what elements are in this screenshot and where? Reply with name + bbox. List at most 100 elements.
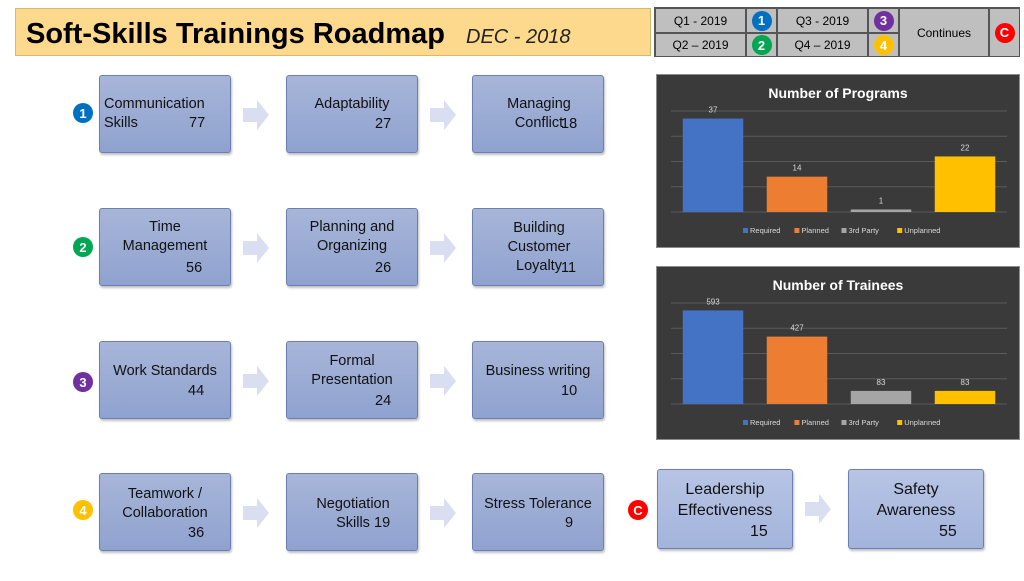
arrow-right-icon	[243, 366, 269, 396]
data-label: 593	[706, 297, 720, 306]
legend-swatch	[743, 420, 748, 425]
node-label: Formal Presentation	[311, 353, 393, 388]
legend-swatch	[794, 420, 800, 425]
node-label: Work Standards	[113, 363, 217, 379]
node-negotiation-skills[interactable]: Negotiation Skills 19	[286, 473, 418, 551]
node-count: 11	[561, 260, 577, 276]
legend-entry: Unplanned	[904, 418, 940, 427]
node-count: 9	[565, 515, 574, 531]
legend-q3-badge-cell: 3	[868, 8, 899, 33]
legend-entry: Required	[750, 418, 780, 427]
node-label: Safety Awareness	[876, 481, 956, 519]
node-count: 44	[188, 383, 205, 399]
node-time-management[interactable]: Time Management 56	[99, 208, 231, 286]
data-label: 83	[877, 378, 886, 387]
arrow-right-icon	[243, 498, 269, 528]
q2-badge-icon: 2	[751, 35, 772, 55]
node-count: 36	[188, 525, 205, 541]
trainees-chart: Number of Trainees 593 427 83 83 Required Plan…	[656, 266, 1020, 440]
bar-unplanned	[934, 390, 996, 404]
node-leadership-effectiveness[interactable]: Leadership Effectiveness 15	[657, 469, 793, 549]
node-label: Negotiation Skills	[316, 496, 390, 531]
page-date: DEC - 2018	[466, 26, 571, 48]
bar-planned	[766, 336, 828, 404]
data-label: 427	[790, 324, 804, 333]
legend-swatch	[841, 420, 847, 425]
arrow-right-icon	[243, 100, 269, 130]
arrow-right-icon	[430, 366, 456, 396]
node-label: Teamwork / Collaboration	[122, 486, 208, 521]
node-count: 19	[374, 515, 391, 531]
bar-planned	[766, 176, 828, 212]
node-label: Managing Conflict	[507, 96, 571, 131]
trainees-chart-svg: Number of Trainees 593 427 83 83 Required Plan…	[671, 277, 1007, 427]
legend-swatch	[743, 228, 748, 233]
page-title: Soft-Skills Trainings Roadmap	[26, 18, 445, 50]
legend-q2-badge-cell: 2	[746, 33, 777, 57]
legend-q3-label: Q3 - 2019	[777, 8, 868, 33]
legend-entry: 3rd Party	[849, 226, 880, 235]
node-count: 56	[186, 260, 203, 276]
node-safety-awareness[interactable]: Safety Awareness 55	[848, 469, 984, 549]
node-label: Time Management	[122, 219, 208, 254]
node-count: 15	[750, 523, 768, 540]
row4-badge-icon: 4	[73, 500, 93, 520]
data-label: 37	[709, 106, 718, 115]
node-formal-presentation[interactable]: Formal Presentation 24	[286, 341, 418, 419]
arrow-right-icon	[430, 233, 456, 263]
continues-row-badge-icon: C	[628, 500, 648, 520]
node-work-standards[interactable]: Work Standards 44	[99, 341, 231, 419]
node-count: 18	[561, 116, 578, 132]
continues-badge-icon: C	[994, 22, 1015, 43]
legend-q4-label: Q4 – 2019	[777, 33, 868, 57]
data-label: 1	[879, 196, 884, 205]
node-label: Adaptability	[314, 96, 390, 112]
node-building-customer-loyalty[interactable]: Building Customer Loyalty 11	[472, 208, 604, 286]
q1-badge-icon: 1	[751, 10, 772, 31]
node-count: 10	[561, 383, 578, 399]
arrow-right-icon	[430, 498, 456, 528]
data-label: 14	[793, 164, 802, 173]
arrow-right-icon	[243, 233, 269, 263]
quarter-legend: Q1 - 2019 1 Q3 - 2019 3 Q2 – 2019 2 Q4 –…	[654, 7, 1020, 57]
legend-swatch	[897, 420, 903, 425]
legend-q1-label: Q1 - 2019	[655, 8, 746, 33]
legend-swatch	[841, 228, 847, 233]
node-managing-conflict[interactable]: Managing Conflict 18	[472, 75, 604, 153]
node-stress-tolerance[interactable]: Stress Tolerance 9	[472, 473, 604, 551]
node-label: Communication Skills	[104, 96, 205, 131]
node-count: 26	[375, 260, 392, 276]
legend-entry: 3rd Party	[849, 418, 880, 427]
legend-entry: Planned	[801, 418, 829, 427]
node-communication-skills[interactable]: Communication Skills 77	[99, 75, 231, 153]
q4-badge-icon: 4	[873, 35, 894, 55]
programs-chart-svg: Number of Programs 37 14 1 22 Required Planned…	[671, 85, 1007, 235]
node-count: 77	[189, 115, 206, 131]
node-label: Stress Tolerance	[484, 496, 592, 512]
node-count: 27	[375, 116, 392, 132]
arrow-right-icon	[430, 100, 456, 130]
arrow-right-icon	[805, 494, 831, 524]
node-count: 55	[939, 523, 957, 540]
legend-continues-label: Continues	[899, 8, 989, 57]
node-teamwork-collaboration[interactable]: Teamwork / Collaboration 36	[99, 473, 231, 551]
row3-badge-icon: 3	[73, 372, 93, 392]
legend-q4-badge-cell: 4	[868, 33, 899, 57]
legend-q2-label: Q2 – 2019	[655, 33, 746, 57]
node-label: Planning and Organizing	[309, 219, 395, 254]
bar-3rd-party	[850, 209, 912, 212]
bar-required	[682, 310, 744, 404]
node-adaptability[interactable]: Adaptability 27	[286, 75, 418, 153]
node-label: Leadership Effectiveness	[677, 481, 773, 519]
node-count: 24	[375, 393, 392, 409]
data-label: 22	[961, 143, 970, 152]
node-business-writing[interactable]: Business writing 10	[472, 341, 604, 419]
legend-entry: Required	[750, 226, 780, 235]
title-bar: Soft-Skills Trainings Roadmap DEC - 2018	[15, 8, 651, 56]
node-planning-and-organizing[interactable]: Planning and Organizing 26	[286, 208, 418, 286]
chart-title: Number of Programs	[768, 85, 907, 101]
row1-badge-icon: 1	[73, 103, 93, 123]
legend-entry: Unplanned	[904, 226, 940, 235]
q3-badge-icon: 3	[873, 10, 894, 31]
legend-swatch	[794, 228, 800, 233]
